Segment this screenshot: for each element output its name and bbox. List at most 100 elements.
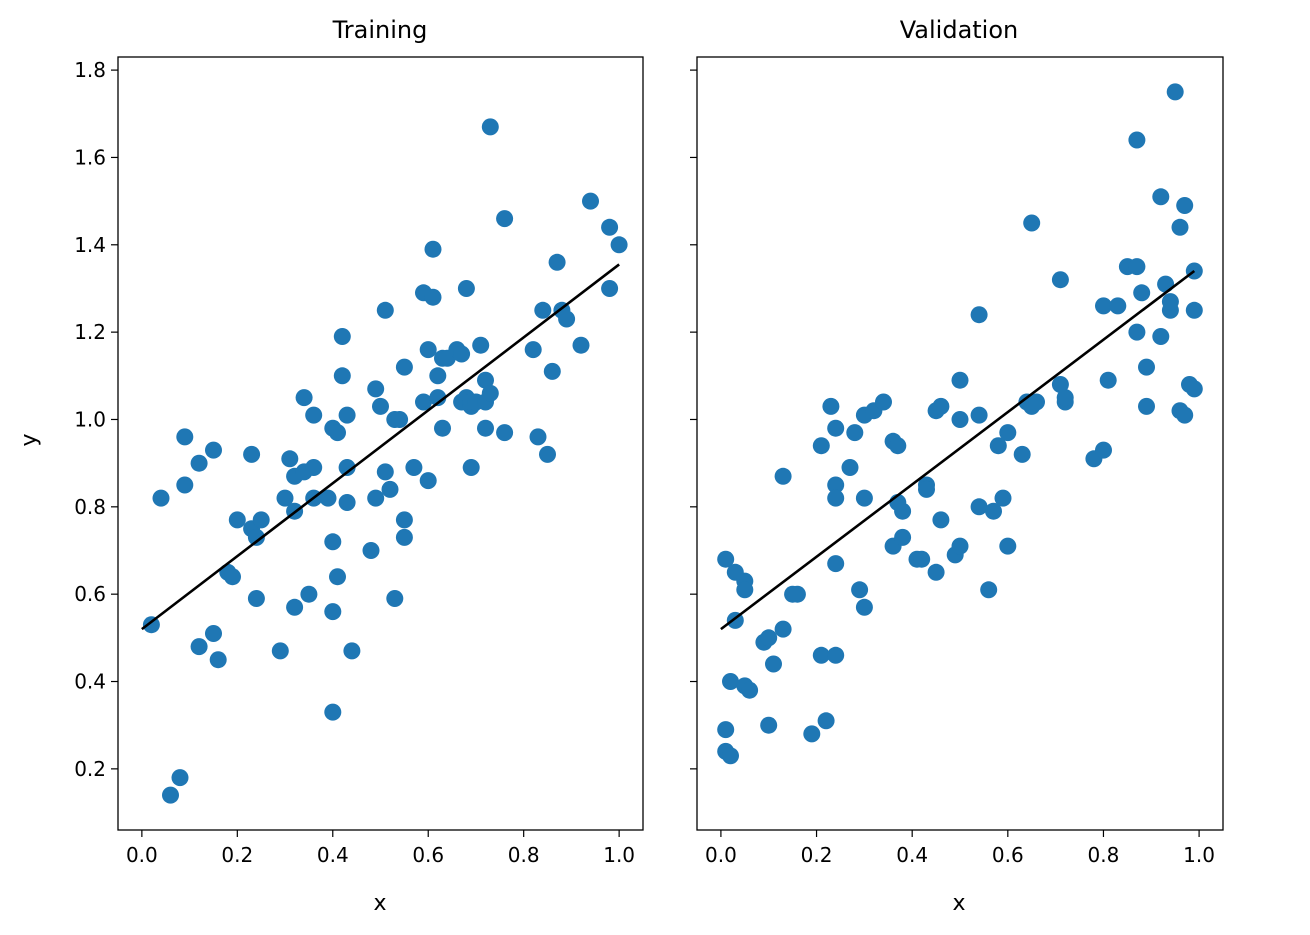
training-data-point <box>338 406 356 424</box>
validation-data-point <box>741 681 759 699</box>
training-xlabel: x <box>373 891 386 916</box>
training-data-point <box>209 651 227 669</box>
training-data-point <box>324 533 342 551</box>
training-data-point <box>429 367 447 385</box>
validation-data-point <box>1109 297 1127 315</box>
training-data-point <box>419 472 437 490</box>
training-data-point <box>205 441 222 459</box>
training-ytick-label: 1.0 <box>74 407 106 431</box>
training-data-point <box>300 585 318 603</box>
validation-data-point <box>822 397 840 415</box>
training-data-point <box>477 419 494 437</box>
training-data-point <box>281 450 299 468</box>
validation-data-point <box>846 424 864 442</box>
validation-data-point <box>994 489 1012 507</box>
validation-data-point <box>765 655 782 673</box>
validation-data-point <box>970 498 988 516</box>
validation-data-point <box>1128 323 1146 341</box>
validation-xtick-label: 0.6 <box>992 843 1024 867</box>
training-data-point <box>247 528 265 546</box>
training-data-point <box>286 598 304 616</box>
training-data-point <box>481 384 499 402</box>
training-data-point <box>376 463 394 481</box>
validation-data-point <box>889 437 907 455</box>
validation-data-point <box>1013 445 1031 463</box>
training-data-point <box>171 769 189 787</box>
validation-data-point <box>1161 293 1179 311</box>
validation-data-point <box>1176 406 1194 424</box>
training-data-point <box>324 703 342 721</box>
validation-data-point <box>855 598 873 616</box>
validation-data-point <box>827 476 845 494</box>
validation-data-point <box>913 550 931 568</box>
validation-data-point <box>932 511 950 529</box>
training-data-point <box>543 362 561 380</box>
validation-data-point <box>970 306 988 324</box>
training-data-point <box>329 424 346 442</box>
training-data-point <box>610 236 628 254</box>
validation-data-point <box>827 419 845 437</box>
validation-data-point <box>1051 271 1069 289</box>
training-data-point <box>395 528 413 546</box>
training-data-point <box>558 310 576 328</box>
validation-data-point <box>1176 197 1194 214</box>
validation-data-point <box>1185 380 1203 398</box>
training-data-point <box>276 489 294 507</box>
training-data-point <box>539 445 556 463</box>
training-data-point <box>496 424 514 442</box>
training-data-point <box>601 218 619 236</box>
training-data-point <box>338 459 356 476</box>
training-data-point <box>228 511 246 529</box>
training-data-point <box>305 406 323 424</box>
training-data-point <box>324 603 342 621</box>
validation-data-point <box>999 424 1017 442</box>
training-ytick-label: 0.6 <box>74 582 106 606</box>
validation-data-point <box>736 581 754 599</box>
training-axes-frame <box>117 56 644 831</box>
training-data-point <box>434 419 451 437</box>
validation-data-point <box>894 528 912 546</box>
training-xtick-label: 0.2 <box>221 843 253 867</box>
validation-data-point <box>1152 188 1170 206</box>
training-data-point <box>457 280 475 297</box>
training-data-point <box>424 240 442 258</box>
validation-data-point <box>717 721 735 739</box>
training-data-point <box>472 336 490 354</box>
validation-data-point <box>812 646 830 664</box>
validation-data-point <box>1028 393 1045 411</box>
validation-data-point <box>1056 389 1074 407</box>
training-xtick-label: 0.6 <box>412 843 444 867</box>
training-data-point <box>295 389 313 407</box>
training-data-point <box>462 459 480 476</box>
validation-data-point <box>951 371 969 389</box>
training-ytick-label: 0.4 <box>74 670 106 694</box>
validation-data-point <box>851 581 869 599</box>
validation-data-point <box>918 480 935 498</box>
training-data-point <box>386 590 404 607</box>
training-data-point <box>429 389 447 407</box>
validation-data-point <box>970 406 988 424</box>
training-data-point <box>162 786 179 804</box>
training-data-point <box>367 380 385 398</box>
training-data-point <box>548 253 566 271</box>
validation-data-point <box>1138 397 1155 415</box>
validation-data-point <box>985 502 1002 520</box>
validation-data-point <box>951 537 969 555</box>
training-data-point <box>319 489 337 507</box>
training-data-point <box>534 301 552 319</box>
validation-data-point <box>1133 284 1151 302</box>
training-data-point <box>572 336 590 354</box>
validation-data-point <box>1099 371 1117 389</box>
validation-data-point <box>894 502 912 520</box>
validation-data-point <box>760 716 778 734</box>
validation-data-point <box>1023 214 1041 232</box>
training-data-point <box>362 542 380 559</box>
training-xtick-label: 1.0 <box>603 843 635 867</box>
validation-xtick-label: 0.2 <box>801 843 833 867</box>
training-data-point <box>477 371 494 389</box>
training-title: Training <box>332 16 428 44</box>
training-data-point <box>176 428 194 446</box>
validation-data-point <box>841 459 859 476</box>
training-data-point <box>176 476 194 494</box>
